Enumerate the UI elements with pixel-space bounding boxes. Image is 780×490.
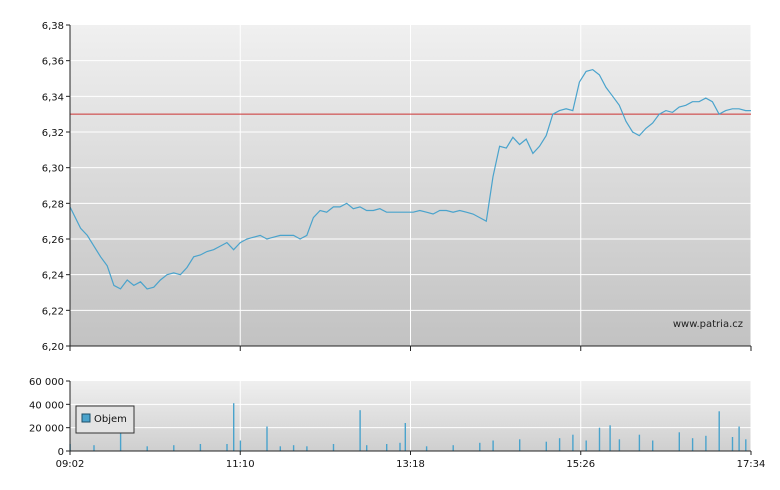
legend: Objem <box>75 405 135 434</box>
volume-bar <box>366 445 368 451</box>
volume-y-axis: 60 000 40 000 20 000 0 <box>29 377 70 458</box>
price-y-tick-label: 6,22 <box>42 306 64 317</box>
price-y-tick-label: 6,28 <box>42 199 64 210</box>
price-y-tick-label: 6,30 <box>42 164 64 175</box>
volume-x-axis: 09:02 11:10 13:18 15:26 17:34 <box>56 451 766 470</box>
volume-bar <box>545 441 547 451</box>
volume-bar <box>558 438 561 451</box>
price-series-line <box>69 68 751 290</box>
price-y-tick-label: 6,32 <box>42 128 64 139</box>
price-y-tick-label: 6,38 <box>42 21 64 32</box>
volume-bar <box>731 437 734 451</box>
volume-bar <box>705 435 707 451</box>
price-y-axis: 6,38 6,36 6,34 6,32 6,30 6,28 6,26 6,24 6,22 6,20 <box>42 21 70 353</box>
volume-x-tick-label: 13:18 <box>396 459 425 470</box>
price-y-tick-label: 6,34 <box>42 92 64 103</box>
volume-bar <box>386 444 388 451</box>
volume-bar <box>93 445 95 451</box>
price-y-tick-label: 6,20 <box>42 342 64 353</box>
volume-bar <box>119 427 122 451</box>
volume-bar <box>399 442 401 451</box>
volume-bar <box>738 426 740 451</box>
legend-swatch <box>81 413 91 423</box>
volume-gridlines <box>70 381 752 451</box>
volume-y-tick-label: 0 <box>58 447 64 458</box>
volume-bar <box>618 439 621 451</box>
price-panel: 6,38 6,36 6,34 6,32 6,30 6,28 6,26 6,24 6,22 6,20… <box>42 21 752 353</box>
watermark: www.patria.cz <box>673 319 743 330</box>
volume-bar <box>652 440 654 451</box>
volume-bar <box>359 410 361 451</box>
volume-x-tick-label: 11:10 <box>226 459 255 470</box>
volume-bar <box>199 444 202 451</box>
price-gridlines <box>70 25 752 346</box>
volume-bar <box>479 442 481 451</box>
volume-bar <box>678 432 680 451</box>
volume-bar <box>239 440 242 451</box>
volume-bar <box>598 427 601 451</box>
volume-bar <box>572 434 574 451</box>
volume-bar <box>306 446 308 451</box>
volume-bar <box>452 445 454 451</box>
volume-bar <box>718 411 720 451</box>
volume-bar <box>745 439 747 451</box>
volume-x-tick-label: 09:02 <box>56 459 85 470</box>
volume-bar <box>226 444 228 451</box>
volume-bar <box>146 446 148 451</box>
volume-bars <box>69 403 747 451</box>
price-x-ticks <box>69 346 752 351</box>
legend-label: Objem <box>94 414 127 425</box>
volume-bar <box>519 439 521 451</box>
volume-bar <box>173 445 175 451</box>
volume-bar <box>266 426 268 451</box>
volume-x-tick-label: 15:26 <box>566 459 595 470</box>
volume-bar <box>425 446 428 451</box>
volume-bar <box>691 438 694 451</box>
volume-panel: 60 000 40 000 20 000 0 09:02 11:10 13:18 15:26… <box>29 377 765 470</box>
price-y-tick-label: 6,36 <box>42 57 64 68</box>
price-y-tick-label: 6,26 <box>42 235 64 246</box>
volume-y-tick-label: 60 000 <box>29 377 64 388</box>
volume-bar <box>233 403 235 451</box>
volume-bar <box>585 440 587 451</box>
volume-y-tick-label: 40 000 <box>29 400 64 411</box>
volume-bar <box>609 425 611 451</box>
volume-bar <box>492 440 494 451</box>
volume-bar <box>279 446 281 451</box>
volume-y-tick-label: 20 000 <box>29 424 64 435</box>
volume-bar <box>292 445 295 451</box>
price-y-tick-label: 6,24 <box>42 271 64 282</box>
volume-bar <box>404 423 406 451</box>
volume-bar <box>332 444 335 451</box>
volume-bar <box>638 434 641 451</box>
volume-x-tick-label: 17:34 <box>737 459 766 470</box>
